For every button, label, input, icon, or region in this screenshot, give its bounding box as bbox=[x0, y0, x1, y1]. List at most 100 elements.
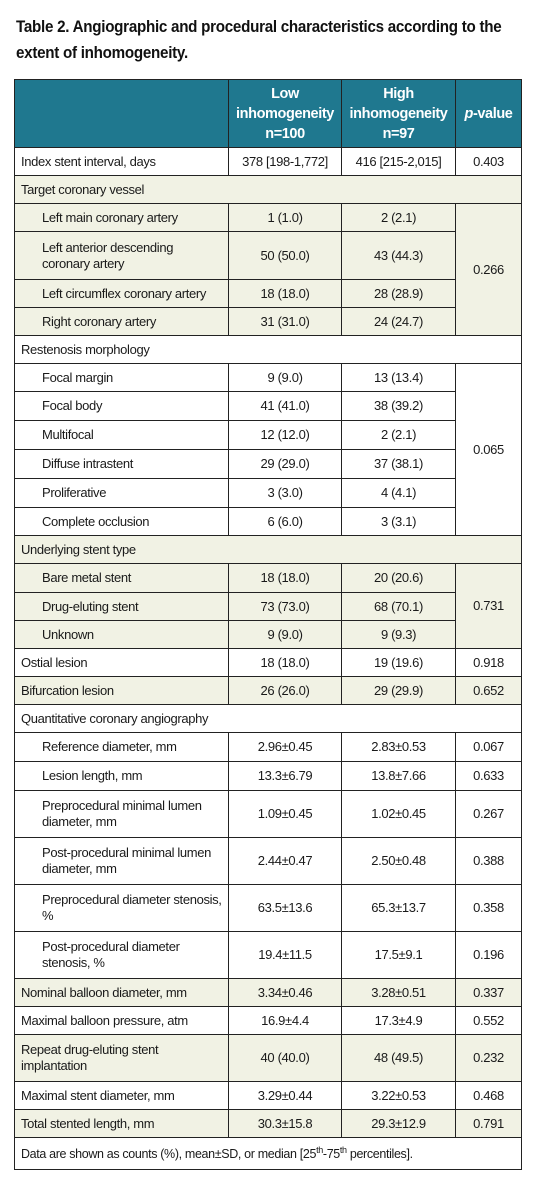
table-row: Diffuse intrastent 29 (29.0) 37 (38.1) bbox=[14, 449, 522, 479]
cell-high: 3.22±0.53 bbox=[341, 1081, 456, 1110]
header-low: Low inhomogeneity n=100 bbox=[228, 79, 342, 148]
cell-high: 9 (9.3) bbox=[341, 620, 456, 649]
cell-low: 30.3±15.8 bbox=[228, 1109, 342, 1138]
cell-high: 65.3±13.7 bbox=[341, 884, 456, 932]
row-label: Preprocedural diameter stenosis, % bbox=[14, 884, 229, 932]
cell-high: 2 (2.1) bbox=[341, 203, 456, 232]
cell-low: 9 (9.0) bbox=[228, 363, 342, 392]
cell-high: 28 (28.9) bbox=[341, 279, 456, 308]
table-row: Drug-eluting stent 73 (73.0) 68 (70.1) bbox=[14, 592, 522, 621]
cell-p: 0.266 bbox=[455, 203, 522, 336]
table-row: Right coronary artery 31 (31.0) 24 (24.7… bbox=[14, 307, 522, 336]
cell-p: 0.918 bbox=[455, 648, 522, 677]
row-label: Diffuse intrastent bbox=[14, 449, 229, 479]
row-label: Post-procedural diameter stenosis, % bbox=[14, 931, 229, 979]
cell-high: 37 (38.1) bbox=[341, 449, 456, 479]
table-row: Left circumflex coronary artery 18 (18.0… bbox=[14, 279, 522, 308]
cell-low: 3 (3.0) bbox=[228, 478, 342, 508]
header-row: Low inhomogeneity n=100 High inhomogeneity n… bbox=[14, 79, 522, 148]
section-row: Quantitative coronary angiography bbox=[14, 704, 522, 733]
row-label: Lesion length, mm bbox=[14, 761, 229, 791]
row-label: Left main coronary artery bbox=[14, 203, 229, 232]
footnote-row: Data are shown as counts (%), mean±SD, o… bbox=[14, 1137, 522, 1170]
cell-high: 29.3±12.9 bbox=[341, 1109, 456, 1138]
row-label: Focal margin bbox=[14, 363, 229, 392]
cell-high: 2.83±0.53 bbox=[341, 732, 456, 762]
section-label: Restenosis morphology bbox=[14, 335, 522, 364]
cell-low: 50 (50.0) bbox=[228, 231, 342, 280]
cell-p: 0.065 bbox=[455, 363, 522, 536]
cell-p: 0.196 bbox=[455, 931, 522, 979]
row-label: Left anterior descending coronary artery bbox=[14, 231, 229, 280]
section-row: Target coronary vessel bbox=[14, 175, 522, 204]
row-label: Reference diameter, mm bbox=[14, 732, 229, 762]
cell-low: 2.96±0.45 bbox=[228, 732, 342, 762]
cell-low: 9 (9.0) bbox=[228, 620, 342, 649]
cell-high: 4 (4.1) bbox=[341, 478, 456, 508]
row-label: Bare metal stent bbox=[14, 563, 229, 593]
row-label: Focal body bbox=[14, 391, 229, 421]
cell-low: 3.29±0.44 bbox=[228, 1081, 342, 1110]
section-label: Underlying stent type bbox=[14, 535, 522, 564]
table-row: Left main coronary artery 1 (1.0) 2 (2.1… bbox=[14, 203, 522, 336]
cell-low: 378 [198-1,772] bbox=[228, 147, 342, 176]
cell-high: 13.8±7.66 bbox=[341, 761, 456, 791]
cell-p: 0.232 bbox=[455, 1034, 522, 1082]
row-label: Maximal stent diameter, mm bbox=[14, 1081, 229, 1110]
section-row: Restenosis morphology bbox=[14, 335, 522, 364]
cell-p: 0.388 bbox=[455, 837, 522, 885]
table-row: Reference diameter, mm 2.96±0.45 2.83±0.… bbox=[14, 732, 522, 762]
row-label: Right coronary artery bbox=[14, 307, 229, 336]
cell-high: 29 (29.9) bbox=[341, 676, 456, 705]
row-label: Unknown bbox=[14, 620, 229, 649]
cell-high: 3.28±0.51 bbox=[341, 978, 456, 1007]
table-row: Bifurcation lesion 26 (26.0) 29 (29.9) 0… bbox=[14, 676, 522, 705]
table-row: Unknown 9 (9.0) 9 (9.3) bbox=[14, 620, 522, 649]
cell-low: 41 (41.0) bbox=[228, 391, 342, 421]
cell-low: 1.09±0.45 bbox=[228, 790, 342, 838]
cell-high: 13 (13.4) bbox=[341, 363, 456, 392]
cell-high: 68 (70.1) bbox=[341, 592, 456, 621]
cell-p: 0.403 bbox=[455, 147, 522, 176]
row-label: Index stent interval, days bbox=[14, 147, 229, 176]
table-row: Maximal balloon pressure, atm 16.9±4.4 1… bbox=[14, 1006, 522, 1035]
cell-high: 48 (49.5) bbox=[341, 1034, 456, 1082]
cell-low: 16.9±4.4 bbox=[228, 1006, 342, 1035]
cell-high: 24 (24.7) bbox=[341, 307, 456, 336]
table-row: Lesion length, mm 13.3±6.79 13.8±7.66 0.… bbox=[14, 761, 522, 791]
cell-low: 18 (18.0) bbox=[228, 279, 342, 308]
cell-p: 0.067 bbox=[455, 732, 522, 762]
cell-low: 6 (6.0) bbox=[228, 507, 342, 536]
row-label: Preprocedural minimal lumen diameter, mm bbox=[14, 790, 229, 838]
table-row: Proliferative 3 (3.0) 4 (4.1) bbox=[14, 478, 522, 508]
row-label: Left circumflex coronary artery bbox=[14, 279, 229, 308]
cell-high: 38 (39.2) bbox=[341, 391, 456, 421]
cell-high: 17.3±4.9 bbox=[341, 1006, 456, 1035]
data-table: Low inhomogeneity n=100 High inhomogeneity n… bbox=[14, 79, 522, 1170]
table-row: Bare metal stent 18 (18.0) 20 (20.6) 0.7… bbox=[14, 563, 522, 649]
row-label: Multifocal bbox=[14, 420, 229, 450]
row-label: Complete occlusion bbox=[14, 507, 229, 536]
row-label: Repeat drug-eluting stent implantation bbox=[14, 1034, 229, 1082]
row-label: Drug-eluting stent bbox=[14, 592, 229, 621]
footnote: Data are shown as counts (%), mean±SD, o… bbox=[14, 1137, 522, 1170]
cell-low: 31 (31.0) bbox=[228, 307, 342, 336]
row-label: Ostial lesion bbox=[14, 648, 229, 677]
table-row: Nominal balloon diameter, mm 3.34±0.46 3… bbox=[14, 978, 522, 1007]
cell-low: 13.3±6.79 bbox=[228, 761, 342, 791]
cell-low: 19.4±11.5 bbox=[228, 931, 342, 979]
cell-low: 12 (12.0) bbox=[228, 420, 342, 450]
table-row: Index stent interval, days 378 [198-1,77… bbox=[14, 147, 522, 176]
cell-high: 1.02±0.45 bbox=[341, 790, 456, 838]
section-row: Underlying stent type bbox=[14, 535, 522, 564]
row-label: Bifurcation lesion bbox=[14, 676, 229, 705]
header-blank bbox=[14, 79, 229, 148]
cell-low: 63.5±13.6 bbox=[228, 884, 342, 932]
table-row: Preprocedural diameter stenosis, % 63.5±… bbox=[14, 884, 522, 932]
cell-high: 43 (44.3) bbox=[341, 231, 456, 280]
cell-low: 29 (29.0) bbox=[228, 449, 342, 479]
cell-low: 26 (26.0) bbox=[228, 676, 342, 705]
table-row: Multifocal 12 (12.0) 2 (2.1) bbox=[14, 420, 522, 450]
header-high: High inhomogeneity n=97 bbox=[341, 79, 456, 148]
